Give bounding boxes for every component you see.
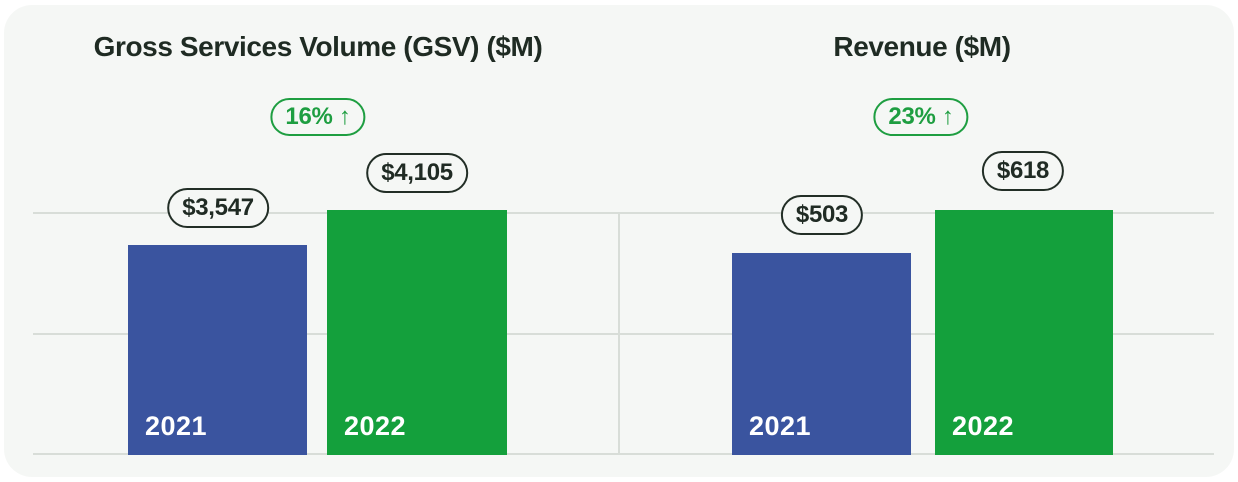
chart-title-revenue: Revenue ($M) [833,31,1011,62]
value-pill-revenue-2022: $618 [981,151,1065,191]
bar-year-label: 2022 [344,411,407,441]
chart-revenue: Revenue ($M) 23% ↑ $503 $618 2021 2022 [4,5,1234,477]
bar-gsv-2021: 2021 [128,245,307,455]
bar-year-label: 2022 [952,411,1015,441]
gridline-baseline [33,453,1214,455]
chart-gsv: Gross Services Volume (GSV) ($M) 16% ↑ $… [4,5,1234,477]
value-pill-gsv-2022: $4,105 [366,153,468,193]
value-pill-revenue-2021: $503 [780,195,864,235]
chart-divider [618,212,620,455]
value-pill-gsv-2021: $3,547 [167,188,269,228]
chart-card: Gross Services Volume (GSV) ($M) 16% ↑ $… [4,5,1234,477]
bar-year-label: 2021 [145,411,208,441]
growth-badge-gsv: 16% ↑ [270,98,366,136]
growth-badge-revenue: 23% ↑ [873,98,969,136]
bar-gsv-2022: 2022 [327,210,507,455]
gridline-top [33,212,1214,214]
bar-revenue-2022: 2022 [935,210,1113,455]
bar-revenue-2021: 2021 [732,253,911,455]
bar-year-label: 2021 [749,411,812,441]
gridline-middle [33,333,1214,335]
chart-title-gsv: Gross Services Volume (GSV) ($M) [93,31,543,62]
